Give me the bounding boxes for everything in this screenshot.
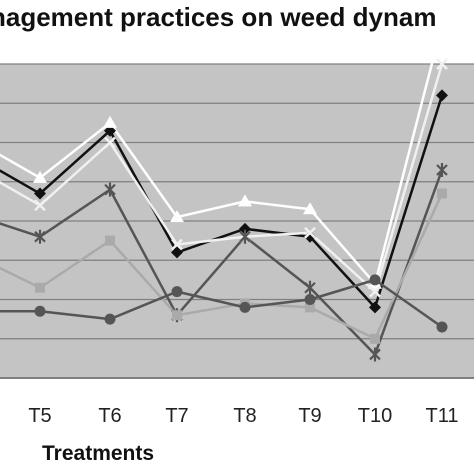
data-point <box>304 226 316 239</box>
data-point <box>437 188 447 199</box>
data-point <box>104 313 116 325</box>
data-point <box>238 194 252 207</box>
data-point <box>303 202 317 215</box>
gridlines <box>0 63 474 379</box>
data-point <box>436 58 448 70</box>
series-markers <box>33 17 449 362</box>
data-point <box>34 199 46 212</box>
data-point <box>369 285 381 298</box>
data-point <box>104 182 116 197</box>
series-line <box>0 193 444 340</box>
x-tick-labels: T5 T6 T7 T8 T9 T10 T11 <box>28 405 458 427</box>
data-point <box>34 305 46 317</box>
data-point <box>369 274 381 286</box>
series-line <box>0 278 443 328</box>
data-point <box>370 333 380 344</box>
chart-title: nagement practices on weed dynam <box>0 2 437 32</box>
series-line <box>0 24 444 286</box>
series-lines <box>0 24 444 356</box>
data-point <box>35 282 45 293</box>
series-line <box>0 63 444 293</box>
x-axis-label: Treatments <box>42 442 155 465</box>
data-point <box>34 187 46 200</box>
x-tick-label: T6 <box>98 405 121 427</box>
x-tick-label: T9 <box>298 405 321 427</box>
data-point <box>369 301 381 314</box>
data-point <box>436 89 448 102</box>
data-point <box>436 321 448 333</box>
data-point <box>239 222 251 235</box>
data-point <box>171 246 183 259</box>
data-point <box>104 136 116 149</box>
data-point <box>369 347 381 362</box>
x-tick-label: T7 <box>165 405 188 427</box>
data-point <box>436 162 448 177</box>
x-tick-label: T8 <box>233 405 256 427</box>
data-point <box>305 302 315 313</box>
data-point <box>435 17 449 30</box>
x-tick-label: T5 <box>28 405 51 427</box>
data-point <box>171 286 183 298</box>
data-point <box>171 238 183 251</box>
data-point <box>33 170 47 183</box>
data-point <box>170 210 184 223</box>
data-point <box>304 294 316 305</box>
x-tick-label: T11 <box>426 405 459 427</box>
data-point <box>239 301 251 313</box>
data-point <box>104 124 116 137</box>
data-point <box>239 229 251 244</box>
data-point <box>304 230 316 243</box>
data-point <box>103 115 117 128</box>
series-line <box>0 169 444 356</box>
data-point <box>172 310 182 321</box>
x-tick-label: T10 <box>358 405 392 427</box>
data-point <box>34 229 46 244</box>
data-point <box>105 235 115 246</box>
data-point <box>304 280 316 295</box>
